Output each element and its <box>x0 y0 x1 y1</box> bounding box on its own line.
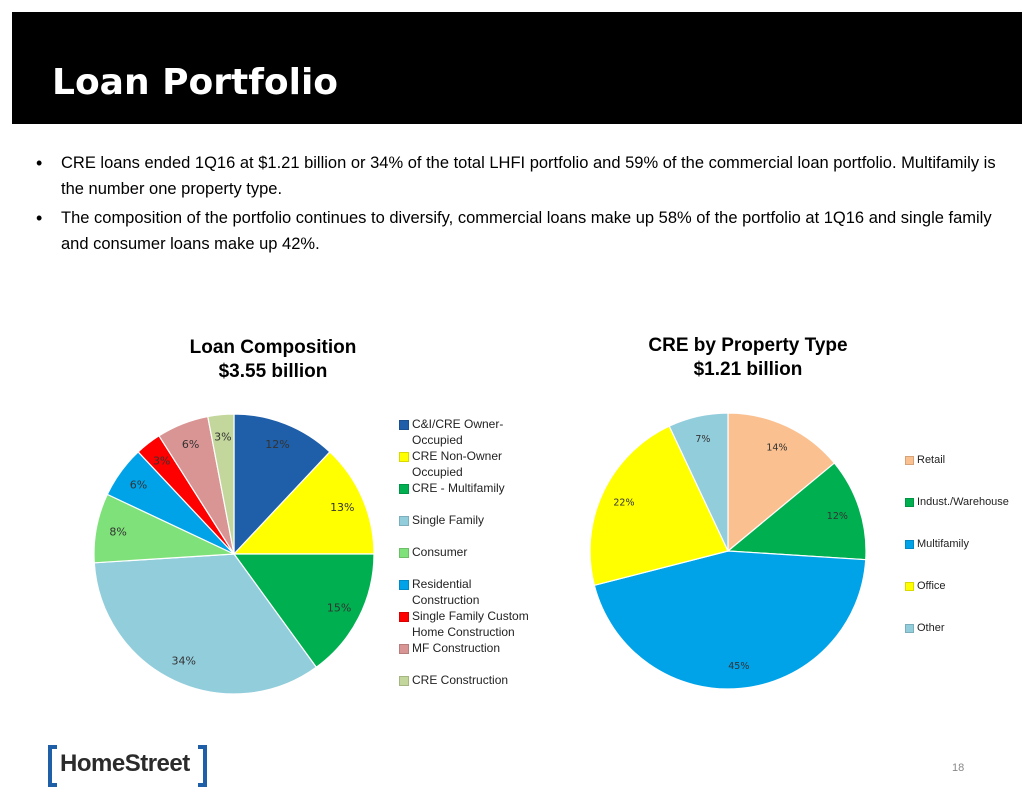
pie-label-other: 7% <box>695 434 710 445</box>
logo-wordmark: HomeStreet <box>60 750 190 777</box>
bullet-icon: • <box>36 208 43 228</box>
chart-subtitle: $1.21 billion <box>693 359 803 380</box>
pie-label-retail: 14% <box>766 442 787 453</box>
pie-slice-retail <box>727 412 836 553</box>
pie-label-mf-construction: 6% <box>182 438 199 451</box>
legend-item-multifamily: Multifamily <box>905 537 969 551</box>
pie-label-c-i-cre-owner-occupied: 12% <box>265 438 289 451</box>
legend-item-single-family-custom-home-construction: Single Family Custom Home Construction <box>399 608 529 640</box>
legend-label: MF Construction <box>412 641 501 655</box>
logo-bracket-right <box>198 745 207 787</box>
legend-item-retail: Retail <box>905 453 945 467</box>
legend-item-indust-warehouse: Indust./Warehouse <box>905 495 1009 509</box>
legend-swatch <box>399 516 409 526</box>
title-bar <box>12 12 1022 124</box>
logo-bracket-left <box>48 745 57 787</box>
legend-swatch <box>399 452 409 462</box>
page-number: 18 <box>952 762 965 774</box>
chart-subtitle: $3.55 billion <box>218 361 328 382</box>
legend-swatch <box>399 612 409 622</box>
pie-label-residential-construction: 6% <box>130 478 147 491</box>
pie-slice-multifamily <box>593 550 867 690</box>
pie-slice-single-family <box>93 553 318 695</box>
pie-slice-cre-multifamily <box>232 553 375 669</box>
legend-item-other: Other <box>905 621 945 635</box>
bullet-item: • The composition of the portfolio conti… <box>36 205 1006 257</box>
legend-item-single-family: Single Family <box>399 512 484 528</box>
legend-label: Consumer <box>412 545 468 559</box>
legend-item-office: Office <box>905 579 946 593</box>
legend-label: C&I/CRE Owner- Occupied <box>412 417 504 447</box>
homestreet-logo: HomeStreet <box>48 745 208 787</box>
pie-label-multifamily: 45% <box>728 661 749 672</box>
bullet-list: • CRE loans ended 1Q16 at $1.21 billion … <box>36 150 1006 260</box>
legend-label: Retail <box>917 454 946 466</box>
legend-label: Multifamily <box>917 538 969 550</box>
bullet-text: The composition of the portfolio continu… <box>61 209 992 253</box>
pie-label-cre-non-owner-occupied: 13% <box>330 501 354 514</box>
slide-title: Loan Portfolio <box>52 62 339 103</box>
legend-swatch <box>905 498 914 507</box>
cre-property-type-title: CRE by Property Type $1.21 billion <box>598 334 898 382</box>
legend-label: CRE Non-Owner Occupied <box>412 449 503 479</box>
legend-swatch <box>399 644 409 654</box>
legend-item-cre-construction: CRE Construction <box>399 672 508 688</box>
legend-item-consumer: Consumer <box>399 544 467 560</box>
legend-label: Office <box>917 580 946 592</box>
legend-label: CRE - Multifamily <box>412 481 505 495</box>
legend-swatch <box>399 420 409 430</box>
legend-swatch <box>905 582 914 591</box>
pie-label-single-family-custom-home-construction: 3% <box>153 455 170 468</box>
chart-title: CRE by Property Type <box>648 335 848 356</box>
legend-item-residential-construction: Residential Construction <box>399 576 479 608</box>
legend-label: Single Family <box>412 513 485 527</box>
pie-slice-indust-warehouse <box>726 462 867 561</box>
pie-label-office: 22% <box>613 497 634 508</box>
bullet-icon: • <box>36 153 43 173</box>
legend-item-c-i-cre-owner-occupied: C&I/CRE Owner- Occupied <box>399 416 503 448</box>
loan-composition-title: Loan Composition $3.55 billion <box>144 336 402 384</box>
pie-slice-office <box>589 425 729 587</box>
chart-title: Loan Composition <box>189 337 357 358</box>
legend-item-cre-multifamily: CRE - Multifamily <box>399 480 505 496</box>
pie-slice-cre-non-owner-occupied <box>232 451 375 555</box>
legend-label: CRE Construction <box>412 673 509 687</box>
legend-swatch <box>905 540 914 549</box>
legend-swatch <box>399 548 409 558</box>
pie-slice-cre-construction <box>207 413 235 555</box>
legend-label: Indust./Warehouse <box>917 496 1009 508</box>
pie-label-indust-warehouse: 12% <box>827 511 848 522</box>
pie-label-cre-multifamily: 15% <box>327 601 351 614</box>
pie-slice-other <box>668 412 729 552</box>
pie-label-consumer: 8% <box>109 526 126 539</box>
bullet-text: CRE loans ended 1Q16 at $1.21 billion or… <box>61 154 996 198</box>
legend-swatch <box>905 624 914 633</box>
legend-label: Single Family Custom Home Construction <box>412 609 529 639</box>
legend-label: Residential Construction <box>412 577 480 607</box>
pie-slice-c-i-cre-owner-occupied <box>233 413 331 556</box>
legend-swatch <box>399 676 409 686</box>
legend-swatch <box>905 456 914 465</box>
pie-label-single-family: 34% <box>172 655 196 668</box>
legend-item-mf-construction: MF Construction <box>399 640 500 656</box>
legend-label: Other <box>917 622 945 634</box>
pie-label-cre-construction: 3% <box>214 430 231 443</box>
legend-item-cre-non-owner-occupied: CRE Non-Owner Occupied <box>399 448 502 480</box>
bullet-item: • CRE loans ended 1Q16 at $1.21 billion … <box>36 150 1006 202</box>
legend-swatch <box>399 484 409 494</box>
legend-swatch <box>399 580 409 590</box>
